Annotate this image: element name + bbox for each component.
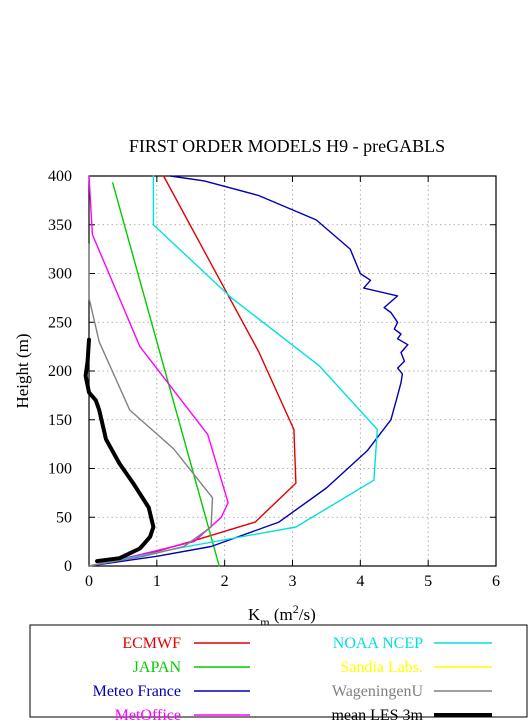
legend-label-meteo-france: Meteo France [93, 683, 181, 700]
y-tick-label: 400 [48, 168, 72, 185]
legend: ECMWF JAPAN Meteo France MetOffice NOAA NCEP… [93, 635, 492, 720]
legend-label-noaa-ncep: NOAA NCEP [333, 635, 423, 652]
series-line-meteo-france [88, 175, 409, 567]
legend-label-japan: JAPAN [133, 659, 182, 676]
x-axis-label-unit-open: (m [270, 605, 293, 624]
x-axis-label: Km (m2/s) [248, 602, 316, 629]
x-tick-label: 6 [492, 573, 500, 590]
x-tick-label: 1 [153, 573, 161, 590]
series-line-wageningenu [88, 243, 214, 567]
x-axis-label-symbol: K [248, 605, 261, 624]
series-lines [83, 175, 409, 567]
legend-label-wageningenu: WageningenU [332, 683, 424, 700]
y-tick-label: 300 [48, 266, 72, 283]
series-line-metoffice [88, 175, 229, 567]
x-tick-label: 3 [289, 573, 297, 590]
chart-title: FIRST ORDER MODELS H9 - preGABLS [129, 136, 445, 156]
x-tick-label: 4 [356, 573, 364, 590]
axis-ticks: 0 1 2 3 4 5 6 0 50 100 150 200 250 300 350 400 [48, 168, 500, 590]
x-tick-label: 0 [85, 573, 93, 590]
x-tick-label: 2 [221, 573, 229, 590]
y-tick-label: 350 [48, 217, 72, 234]
x-axis-label-unit-close: /s) [299, 605, 316, 624]
y-tick-label: 200 [48, 363, 72, 380]
series-line-japan [111, 182, 220, 567]
legend-label-sandia-labs: Sandia Labs. [340, 659, 423, 676]
series-line-noaa-ncep [88, 175, 378, 567]
legend-label-mean-les-3m: mean LES 3m [331, 707, 423, 720]
legend-label-ecmwf: ECMWF [122, 635, 181, 652]
x-axis-label-superscript: 2 [293, 602, 299, 616]
y-tick-label: 0 [64, 558, 72, 575]
y-tick-label: 100 [48, 461, 72, 478]
grid [89, 176, 496, 566]
legend-box [29, 624, 528, 718]
y-tick-label: 150 [48, 412, 72, 429]
x-tick-label: 5 [424, 573, 432, 590]
legend-label-metoffice: MetOffice [115, 707, 181, 720]
y-tick-label: 50 [56, 509, 72, 526]
y-tick-label: 250 [48, 314, 72, 331]
y-axis-label: Height (m) [13, 333, 32, 408]
x-axis-label-subscript: m [260, 615, 270, 629]
series-line-mean-les-3m [83, 337, 156, 564]
